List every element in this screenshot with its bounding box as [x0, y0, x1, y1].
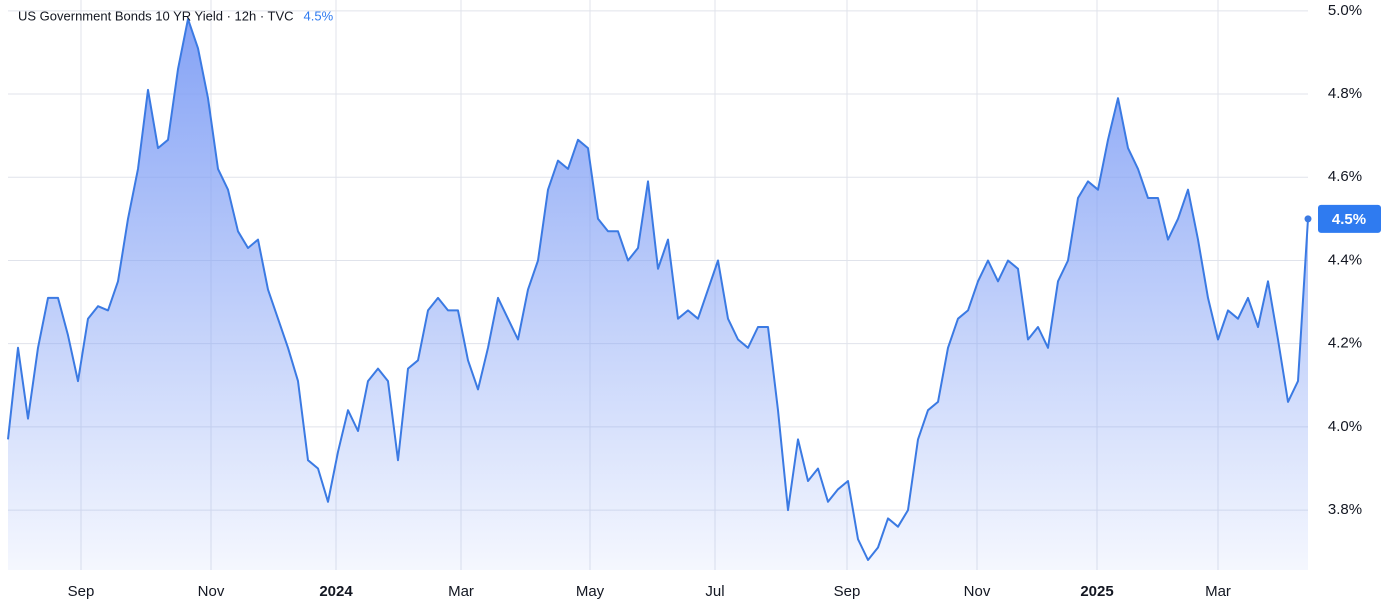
- x-tick-label: Mar: [1205, 583, 1231, 600]
- x-tick-label: Sep: [68, 583, 95, 600]
- line: [7, 18, 1309, 561]
- y-tick-label: 3.8%: [1328, 501, 1362, 518]
- x-tick-label: Jul: [705, 583, 724, 600]
- x-tick-label: Mar: [448, 583, 474, 600]
- x-tick-label: Sep: [834, 583, 861, 600]
- axes: 3.8% 4.0% 4.2% 4.4% 4.6% 4.8% 5.0% Sep Nov 2024 Ma…: [68, 2, 1381, 600]
- chart-title: US Government Bonds 10 YR Yield · 12h · …: [18, 8, 294, 23]
- y-tick-label: 4.2%: [1328, 335, 1362, 352]
- x-tick-label: 2024: [319, 583, 353, 600]
- y-tick-label: 4.8%: [1328, 85, 1362, 102]
- last-value-label: 4.5%: [1332, 211, 1366, 228]
- plot: [7, 18, 1312, 571]
- x-tick-label: 2025: [1080, 583, 1113, 600]
- x-tick-label: May: [576, 583, 605, 600]
- last-value-badge: [1318, 204, 1381, 233]
- y-tick-label: 4.0%: [1328, 418, 1362, 435]
- x-tick-label: Nov: [964, 583, 991, 600]
- y-tick-label: 4.4%: [1328, 251, 1362, 268]
- header-value: 4.5%: [304, 8, 334, 23]
- x-tick-label: Nov: [198, 583, 225, 600]
- area-fill: [8, 19, 1308, 571]
- last-point: [1304, 215, 1312, 223]
- y-tick-label: 4.6%: [1328, 168, 1362, 185]
- y-tick-label: 5.0%: [1328, 2, 1362, 19]
